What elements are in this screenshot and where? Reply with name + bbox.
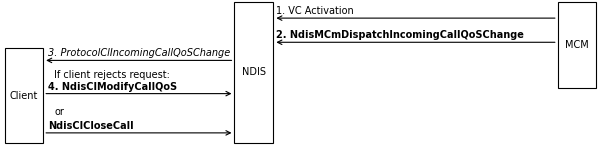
Bar xyxy=(5,48,43,143)
Text: or: or xyxy=(54,107,64,117)
Text: NdisClCloseCall: NdisClCloseCall xyxy=(48,121,133,131)
Text: MCM: MCM xyxy=(565,40,589,50)
Text: 3. ProtocolClIncomingCallQoSChange: 3. ProtocolClIncomingCallQoSChange xyxy=(48,48,230,58)
Bar xyxy=(234,2,273,143)
Text: 1. VC Activation: 1. VC Activation xyxy=(276,6,354,16)
Text: NDIS: NDIS xyxy=(242,67,266,77)
Text: 4. NdisClModifyCallQoS: 4. NdisClModifyCallQoS xyxy=(48,82,177,92)
Bar xyxy=(558,2,596,88)
Text: 2. NdisMCmDispatchIncomingCallQoSChange: 2. NdisMCmDispatchIncomingCallQoSChange xyxy=(276,30,524,40)
Text: If client rejects request:: If client rejects request: xyxy=(54,71,170,80)
Text: Client: Client xyxy=(10,91,38,101)
